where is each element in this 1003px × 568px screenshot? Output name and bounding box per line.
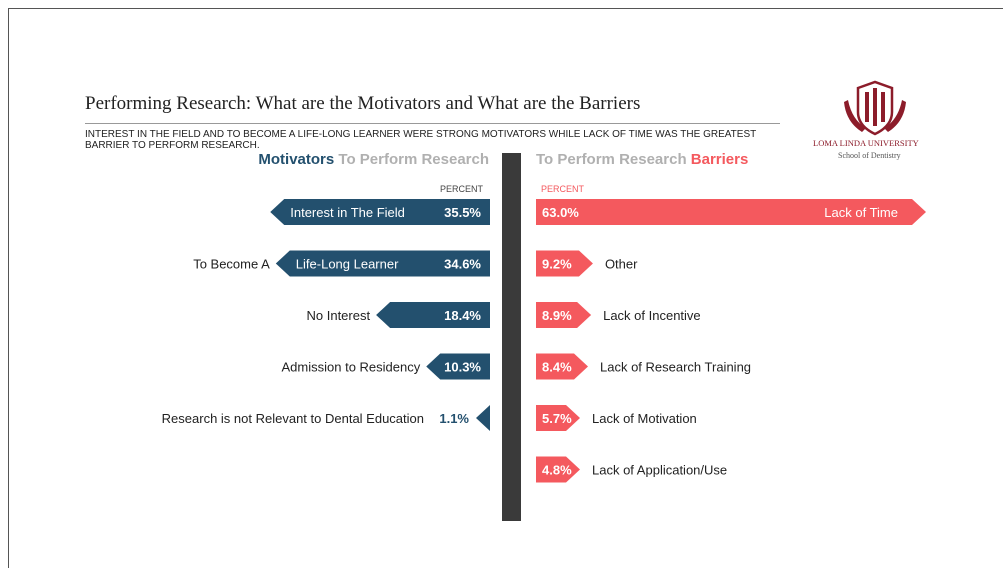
motivator-label-inner: Life-Long Learner: [296, 257, 399, 272]
motivators-unit-label: PERCENT: [439, 184, 483, 194]
motivator-label: No Interest: [307, 308, 371, 323]
barrier-label: Other: [605, 257, 638, 272]
motivators-heading: Motivators To Perform Research: [258, 151, 489, 168]
barrier-label: Lack of Time: [824, 205, 898, 220]
motivator-bar: [476, 405, 490, 431]
barriers-heading-strong: Barriers: [690, 151, 749, 168]
motivator-value: 34.6%: [444, 257, 481, 272]
barrier-bar: [536, 199, 926, 225]
barriers-heading: To Perform Research Barriers: [536, 151, 748, 168]
barrier-label: Lack of Incentive: [603, 308, 701, 323]
barrier-bar: [536, 302, 592, 328]
motivators-heading-strong: Motivators: [258, 151, 335, 168]
barrier-bar: [536, 405, 580, 431]
barriers-unit-label: PERCENT: [541, 184, 585, 194]
motivators-heading-rest: To Perform Research: [338, 151, 489, 168]
barrier-value: 63.0%: [542, 205, 579, 220]
motivator-value: 35.5%: [444, 205, 481, 220]
motivator-label: Research is not Relevant to Dental Educa…: [162, 411, 424, 426]
barrier-label: Lack of Application/Use: [592, 463, 727, 478]
barrier-value: 9.2%: [542, 257, 572, 272]
page-title: Performing Research: What are the Motiva…: [85, 93, 641, 114]
motivator-bar: [426, 353, 490, 380]
slide-frame: [8, 8, 1003, 568]
university-crest-icon: [844, 80, 906, 136]
logo-school: School of Dentistry: [838, 151, 901, 160]
barrier-bar: [536, 250, 593, 277]
motivator-label-inner: Interest in The Field: [290, 205, 405, 220]
motivator-bar: [270, 199, 490, 225]
barrier-value: 5.7%: [542, 411, 572, 426]
motivator-value: 10.3%: [444, 360, 481, 375]
motivator-label: To Become A: [193, 257, 270, 272]
motivator-value: 18.4%: [444, 308, 481, 323]
barrier-value: 8.9%: [542, 308, 572, 323]
motivator-value: 1.1%: [439, 411, 469, 426]
logo-name: LOMA LINDA UNIVERSITY: [813, 138, 919, 148]
barrier-label: Lack of Research Training: [600, 360, 751, 375]
motivator-bar: [376, 302, 490, 328]
barrier-value: 8.4%: [542, 360, 572, 375]
motivator-label: Admission to Residency: [282, 360, 421, 375]
center-divider: [502, 153, 521, 521]
title-rule: [85, 123, 780, 124]
barrier-value: 4.8%: [542, 463, 572, 478]
page-subtitle: INTEREST IN THE FIELD AND TO BECOME A LI…: [85, 129, 757, 151]
motivator-bar: [275, 250, 490, 277]
barrier-bar: [536, 353, 588, 380]
barriers-heading-rest: To Perform Research: [536, 151, 687, 168]
barrier-bar: [536, 456, 580, 483]
barrier-label: Lack of Motivation: [592, 411, 697, 426]
